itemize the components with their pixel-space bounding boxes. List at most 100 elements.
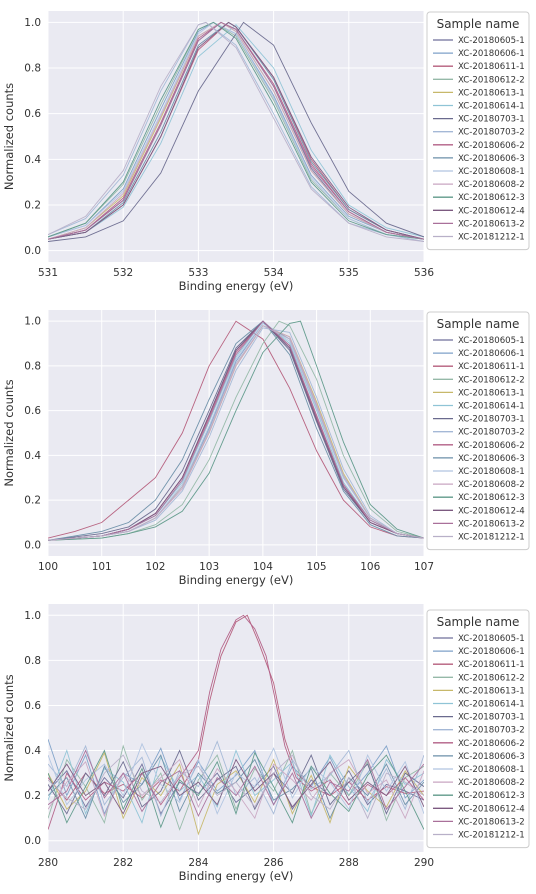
series-line	[48, 21, 424, 240]
x-tick-label: 282	[113, 857, 133, 869]
legend-label: XC-20180606-1	[458, 349, 525, 359]
y-axis-label: Normalized counts	[2, 83, 16, 190]
series-line	[48, 758, 424, 820]
legend-label: XC-20180606-3	[458, 454, 525, 464]
legend-label: XC-20180612-4	[458, 804, 525, 814]
series-line	[48, 24, 424, 240]
x-tick-label: 280	[38, 857, 58, 869]
legend-title: Sample name	[437, 615, 520, 629]
legend-label: XC-20180605-1	[458, 336, 525, 346]
x-tick-label: 532	[113, 267, 133, 279]
legend-label: XC-20181212-1	[458, 533, 525, 543]
series-line	[48, 754, 424, 820]
y-axis-label: Normalized counts	[2, 379, 16, 486]
series-line	[48, 320, 424, 541]
series-line	[48, 21, 424, 240]
series-line	[48, 21, 424, 240]
legend-label: XC-20180608-1	[458, 467, 525, 477]
x-tick-label: 107	[414, 561, 434, 573]
legend-label: XC-20180608-1	[458, 167, 525, 177]
legend-label: XC-20180614-1	[458, 102, 525, 112]
series-line	[48, 742, 424, 815]
chart-3: 280 282 284 286 288 290 0.0 0.2 0.4 0.6 0.8 1.0 Bind…	[2, 604, 530, 883]
legend: Sample name XC-20180605-1 XC-20180606-1 XC-…	[426, 311, 530, 551]
x-tick-label: 106	[360, 561, 380, 573]
legend: Sample name XC-20180605-1 XC-20180606-1 XC-…	[426, 609, 530, 849]
series-line	[48, 749, 424, 820]
y-tick-label: 0.0	[24, 245, 41, 257]
series-group	[48, 320, 424, 541]
chart-1: 531 532 533 534 535 536 0.0 0.2 0.4 0.6 0.8 1.0 Bind…	[2, 11, 530, 293]
series-line	[48, 614, 424, 830]
y-tick-label: 0.4	[24, 154, 41, 166]
x-tick-label: 104	[253, 561, 273, 573]
series-line	[48, 320, 424, 539]
series-line	[48, 749, 424, 824]
legend-label: XC-20180613-2	[458, 519, 525, 529]
series-line	[48, 21, 424, 240]
y-tick-label: 0.6	[24, 700, 41, 712]
legend-label: XC-20180611-1	[458, 362, 525, 372]
series-group	[48, 614, 424, 836]
y-tick-label: 0.2	[24, 790, 41, 802]
legend-label: XC-20180613-2	[458, 817, 525, 827]
legend-label: XC-20180703-1	[458, 713, 525, 723]
x-tick-label: 102	[145, 561, 165, 573]
series-line	[48, 758, 424, 815]
x-tick-label: 105	[307, 561, 327, 573]
series-line	[48, 21, 424, 240]
series-line	[48, 320, 424, 541]
series-line	[48, 320, 424, 541]
legend-label: XC-20180612-2	[458, 375, 525, 385]
x-tick-label: 535	[339, 267, 359, 279]
legend-label: XC-20180606-1	[458, 647, 525, 657]
series-line	[48, 21, 424, 242]
x-tick-label: 103	[199, 561, 219, 573]
y-tick-label: 1.0	[24, 610, 41, 622]
x-tick-label: 531	[38, 267, 58, 279]
y-tick-label: 0.8	[24, 63, 41, 75]
x-tick-label: 286	[264, 857, 284, 869]
series-line	[48, 21, 424, 242]
y-tick-label: 0.8	[24, 360, 41, 372]
series-line	[48, 320, 424, 541]
legend-label: XC-20180612-2	[458, 673, 525, 683]
y-tick-label: 0.0	[24, 835, 41, 847]
legend-box	[426, 311, 530, 551]
legend-label: XC-20180608-2	[458, 778, 525, 788]
legend-label: XC-20180608-2	[458, 480, 525, 490]
legend-label: XC-20180608-1	[458, 765, 525, 775]
legend-label: XC-20180605-1	[458, 36, 525, 46]
x-tick-label: 290	[414, 857, 434, 869]
y-tick-label: 0.4	[24, 745, 41, 757]
y-tick-label: 0.6	[24, 405, 41, 417]
y-tick-label: 0.4	[24, 450, 41, 462]
legend-label: XC-20180606-3	[458, 752, 525, 762]
y-tick-label: 0.8	[24, 655, 41, 667]
legend-label: XC-20180613-1	[458, 88, 525, 98]
y-tick-label: 0.2	[24, 199, 41, 211]
legend-label: XC-20180611-1	[458, 62, 525, 72]
legend: Sample name XC-20180605-1 XC-20180606-1 XC-…	[426, 11, 530, 251]
legend-box	[426, 609, 530, 849]
legend-label: XC-20180703-1	[458, 115, 525, 125]
legend-title: Sample name	[437, 17, 520, 31]
legend-label: XC-20180612-3	[458, 791, 525, 801]
legend-label: XC-20180612-4	[458, 206, 525, 216]
x-axis-label: Binding energy (eV)	[179, 573, 294, 587]
legend-label: XC-20180703-2	[458, 726, 525, 736]
legend-label: XC-20180612-4	[458, 506, 525, 516]
legend-label: XC-20180611-1	[458, 660, 525, 670]
legend-label: XC-20180608-2	[458, 180, 525, 190]
x-tick-label: 284	[188, 857, 208, 869]
series-group	[48, 21, 424, 242]
x-tick-label: 534	[264, 267, 284, 279]
y-tick-label: 1.0	[24, 316, 41, 328]
legend-label: XC-20180606-3	[458, 154, 525, 164]
y-tick-label: 0.2	[24, 495, 41, 507]
legend-label: XC-20180613-1	[458, 686, 525, 696]
legend-label: XC-20180614-1	[458, 700, 525, 710]
plot-area	[48, 604, 424, 852]
legend-label: XC-20180613-2	[458, 219, 525, 229]
